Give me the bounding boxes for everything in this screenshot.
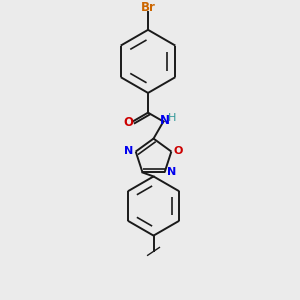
Text: N: N — [159, 114, 170, 127]
Text: H: H — [168, 112, 176, 123]
Text: Br: Br — [141, 1, 155, 13]
Text: N: N — [124, 146, 134, 156]
Text: O: O — [174, 146, 183, 156]
Text: N: N — [167, 167, 176, 178]
Text: O: O — [124, 116, 134, 128]
